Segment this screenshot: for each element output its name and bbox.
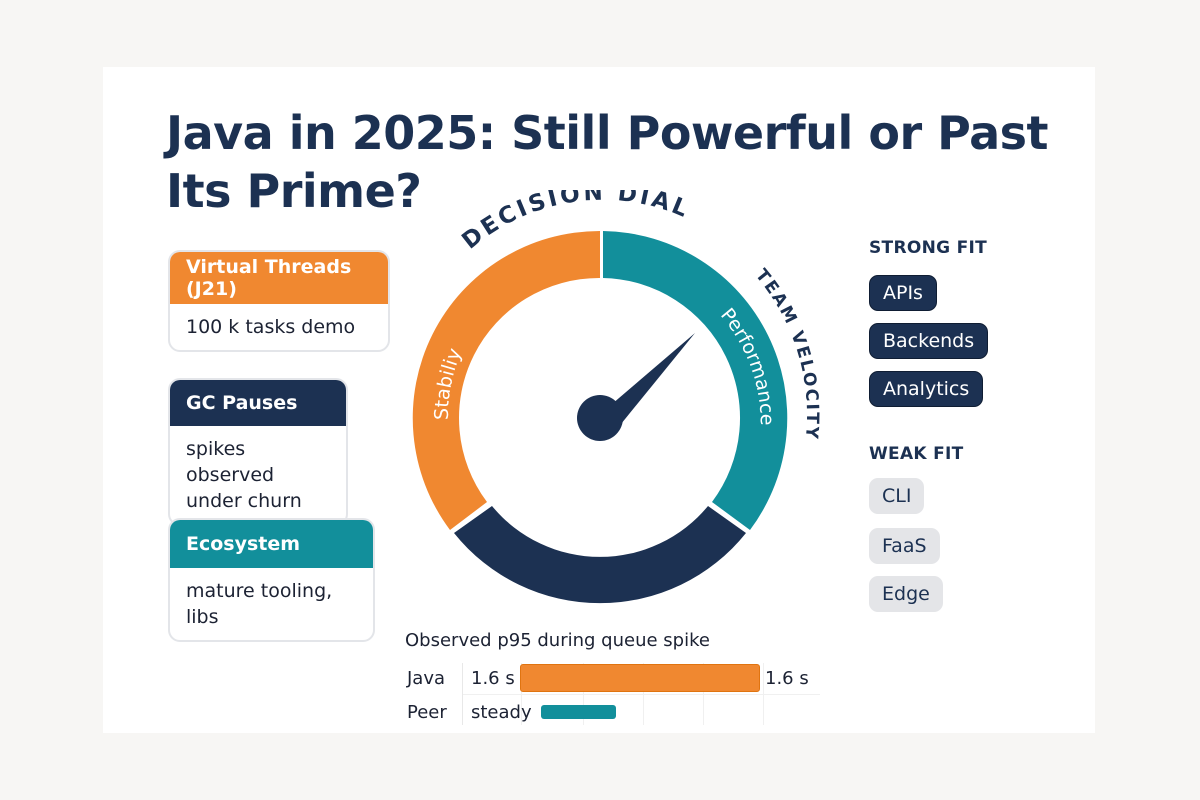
peer-bar (541, 705, 616, 719)
strong-fit-pill: Backends (869, 323, 989, 359)
java-bar (520, 664, 760, 692)
p95-bar-chart: Observed p95 during queue spike Java 1.6… (405, 630, 825, 725)
page-title: Java in 2025: Still Powerful or Past Its… (166, 106, 1049, 218)
dial-segment-stability (412, 230, 600, 531)
svg-text:Team Velocity: Team Velocity (521, 495, 650, 546)
weak-fit-pill: FaaS (869, 528, 940, 564)
dial-needle (605, 333, 695, 424)
strong-fit-label: STRONG FIT (869, 238, 988, 258)
chart-grid (462, 663, 820, 725)
java-inline-value: 1.6 s (471, 668, 515, 689)
feature-heading: Ecosystem (170, 520, 373, 568)
strong-fit-pill: Analytics (869, 371, 984, 407)
feature-detail: mature tooling, libs (186, 580, 333, 628)
dial-label-team-velocity: Team Velocity (521, 495, 650, 546)
feature-detail: spikes observed under churn (186, 438, 302, 512)
weak-fit-pill: Edge (869, 576, 943, 612)
dial-segment-performance (603, 231, 788, 530)
weak-fit-label: WEAK FIT (869, 444, 964, 464)
feature-card-ecosystem: Ecosystem mature tooling, libs (168, 518, 375, 642)
weak-fit-pill: CLI (869, 478, 925, 514)
feature-heading: GC Pauses (170, 380, 346, 426)
row-label-java: Java (407, 668, 446, 689)
peer-inline-value: steady (471, 702, 532, 723)
feature-heading: Virtual Threads (J21) (170, 252, 388, 304)
feature-detail: 100 k tasks demo (186, 316, 356, 338)
feature-card-gc-pauses: GC Pauses spikes observed under churn (168, 378, 348, 526)
strong-fit-pill: APIs (869, 275, 937, 311)
feature-card-virtual-threads: Virtual Threads (J21) 100 k tasks demo (168, 250, 390, 352)
decision-dial: DECISION DIAL TEAM VELOCITY Stabiliy Per… (410, 190, 830, 620)
chart-title: Observed p95 during queue spike (405, 630, 710, 651)
dial-hub (577, 395, 623, 441)
java-end-value: 1.6 s (765, 668, 809, 689)
row-label-peer: Peer (407, 702, 447, 723)
dial-segment-team-velocity (454, 506, 746, 604)
